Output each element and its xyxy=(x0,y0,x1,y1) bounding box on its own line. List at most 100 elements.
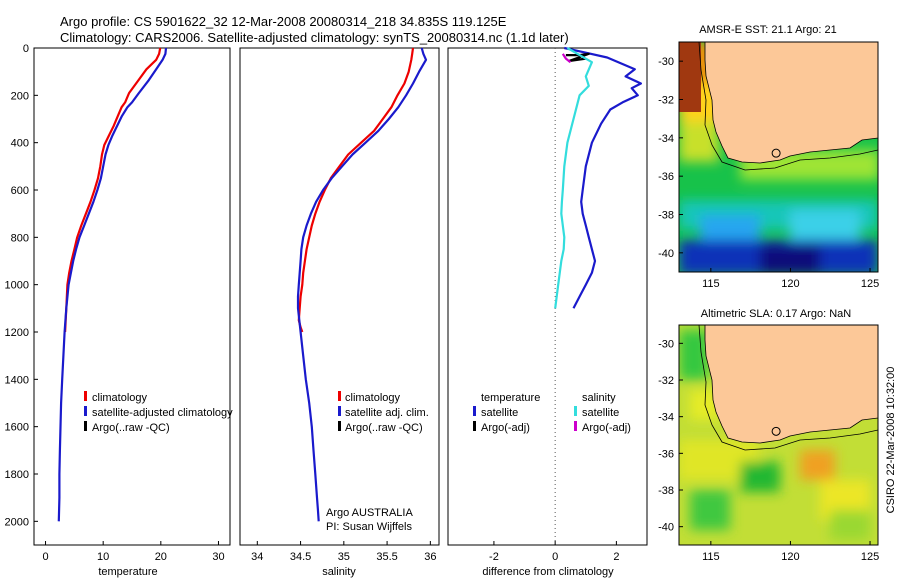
difference-series xyxy=(554,46,643,309)
legend-satellite-adjusted: satellite-adjusted climatology xyxy=(92,407,233,419)
legend-diff-sal-argo: Argo(-adj) xyxy=(582,422,631,434)
x-tick-label: 30 xyxy=(212,551,224,563)
map-y-tick-label: -30 xyxy=(658,56,674,68)
depth-tick-label: 200 xyxy=(11,90,29,102)
legend-diff-temperature-heading: temperature xyxy=(481,392,540,404)
x-tick-label: 34.5 xyxy=(290,551,311,563)
depth-tick-label: 2000 xyxy=(5,516,29,528)
depth-tick-label: 800 xyxy=(11,232,29,244)
legend-sal-argo-swatch xyxy=(338,421,341,431)
map-y-tick-label: -38 xyxy=(658,210,674,222)
temperature-panel: 0 200 400 600 800 1000 1200 1400 1600 1800 2000 0 1… xyxy=(5,43,234,578)
temperature-satellite-line xyxy=(564,46,643,309)
sla-land xyxy=(704,325,878,444)
legend-satellite-swatch xyxy=(84,406,87,416)
salinity-legend: climatology satellite adj. clim. Argo(..… xyxy=(338,391,429,434)
legend-diff-temp-argo-swatch xyxy=(473,421,476,431)
legend-argo-swatch xyxy=(84,421,87,431)
map-x-tick-label: 125 xyxy=(861,551,879,563)
legend-diff-temp-sat-swatch xyxy=(473,406,476,416)
map-x-tick-label: 120 xyxy=(781,278,799,290)
temperature-legend: climatology satellite-adjusted climatolo… xyxy=(84,391,233,434)
depth-tick-label: 1400 xyxy=(5,374,29,386)
depth-tick-label: 1200 xyxy=(5,327,29,339)
depth-tick-label: 1800 xyxy=(5,469,29,481)
map-y-tick-label: -34 xyxy=(658,412,674,424)
legend-climatology: climatology xyxy=(92,392,148,404)
sst-map-title: AMSR-E SST: 21.1 Argo: 21 xyxy=(699,24,837,36)
depth-axis: 0 200 400 600 800 1000 1200 1400 1600 1800 2000 xyxy=(5,43,38,528)
difference-legend: temperature satellite Argo(-adj) salinit… xyxy=(473,392,631,434)
sst-shelf-contour xyxy=(698,42,878,171)
map-y-tick-label: -38 xyxy=(658,485,674,497)
x-tick-label: 0 xyxy=(552,551,558,563)
x-tick-label: 0 xyxy=(42,551,48,563)
temperature-argo-adj-line xyxy=(565,52,590,63)
difference-panel: -2 0 2 difference from climatology tempera… xyxy=(447,46,648,578)
sst-frame xyxy=(678,41,879,273)
x-tick-label: -2 xyxy=(489,551,499,563)
legend-sal-climatology: climatology xyxy=(345,392,401,404)
legend-sal-satellite: satellite adj. clim. xyxy=(345,407,429,419)
map-y-tick-label: -34 xyxy=(658,133,674,145)
temperature-series xyxy=(57,47,168,522)
legend-diff-sal-sat-swatch xyxy=(574,406,577,416)
map-y-tick-label: -40 xyxy=(658,522,674,534)
sst-argo-marker xyxy=(771,148,781,158)
temperature-axis-label: temperature xyxy=(98,566,157,578)
legend-argo: Argo(..raw -QC) xyxy=(92,422,170,434)
salinity-axis-label: salinity xyxy=(322,566,356,578)
x-tick-label: 35.5 xyxy=(376,551,397,563)
legend-sal-climatology-swatch xyxy=(338,391,341,401)
legend-climatology-swatch xyxy=(84,391,87,401)
map-x-tick-label: 115 xyxy=(702,278,720,290)
climatology-line xyxy=(297,47,415,333)
legend-sal-argo: Argo(..raw -QC) xyxy=(345,422,423,434)
difference-x-axis: -2 0 2 xyxy=(489,541,619,563)
sst-axes: 115 120 125 -30 -32 -34 -36 -38 -40 xyxy=(658,56,879,290)
salinity-satellite-line xyxy=(554,47,594,309)
credit-pi: PI: Susan Wijffels xyxy=(326,521,412,533)
legend-sal-satellite-swatch xyxy=(338,406,341,416)
csiro-timestamp: CSIRO 22-Mar-2008 10:32:00 xyxy=(885,367,897,514)
salinity-frame xyxy=(239,47,440,546)
map-y-tick-label: -40 xyxy=(658,248,674,260)
map-y-tick-label: -32 xyxy=(658,375,674,387)
sst-land xyxy=(704,42,878,164)
legend-diff-sal-satellite: satellite xyxy=(582,407,619,419)
sla-shelf-contour xyxy=(698,325,878,451)
depth-tick-label: 400 xyxy=(11,138,29,150)
salinity-panel: 34 34.5 35 35.5 36 salinity climatology sate… xyxy=(239,47,440,578)
map-y-tick-label: -36 xyxy=(658,171,674,183)
sla-axes: 115 120 125 -30 -32 -34 -36 -38 -40 xyxy=(658,338,879,563)
salinity-series xyxy=(296,47,428,522)
sla-field xyxy=(679,325,878,545)
x-tick-label: 36 xyxy=(424,551,436,563)
legend-diff-sal-argo-swatch xyxy=(574,421,577,431)
map-x-tick-label: 120 xyxy=(781,551,799,563)
sla-frame xyxy=(678,324,879,546)
sst-field xyxy=(679,42,878,272)
sst-map: AMSR-E SST: 21.1 Argo: 21 1 xyxy=(658,24,879,290)
salinity-x-axis: 34 34.5 35 35.5 36 xyxy=(251,541,436,563)
depth-tick-label: 1600 xyxy=(5,422,29,434)
figure-title-line1: Argo profile: CS 5901622_32 12-Mar-2008 … xyxy=(60,14,507,29)
depth-tick-label: 0 xyxy=(23,43,29,55)
credit-argo-australia: Argo AUSTRALIA xyxy=(326,507,413,519)
legend-diff-salinity-heading: salinity xyxy=(582,392,616,404)
legend-diff-temp-satellite: satellite xyxy=(481,407,518,419)
figure-title-line2: Climatology: CARS2006. Satellite-adjuste… xyxy=(60,30,569,45)
depth-tick-label: 600 xyxy=(11,185,29,197)
difference-axis-label: difference from climatology xyxy=(482,566,614,578)
legend-diff-temp-argo: Argo(-adj) xyxy=(481,422,530,434)
map-x-tick-label: 125 xyxy=(861,278,879,290)
map-y-tick-label: -32 xyxy=(658,95,674,107)
x-tick-label: 2 xyxy=(613,551,619,563)
salinity-argo-adj-line xyxy=(561,53,572,64)
map-x-tick-label: 115 xyxy=(702,551,720,563)
depth-tick-label: 1000 xyxy=(5,280,29,292)
map-y-tick-label: -30 xyxy=(658,338,674,350)
map-y-tick-label: -36 xyxy=(658,448,674,460)
x-tick-label: 20 xyxy=(155,551,167,563)
